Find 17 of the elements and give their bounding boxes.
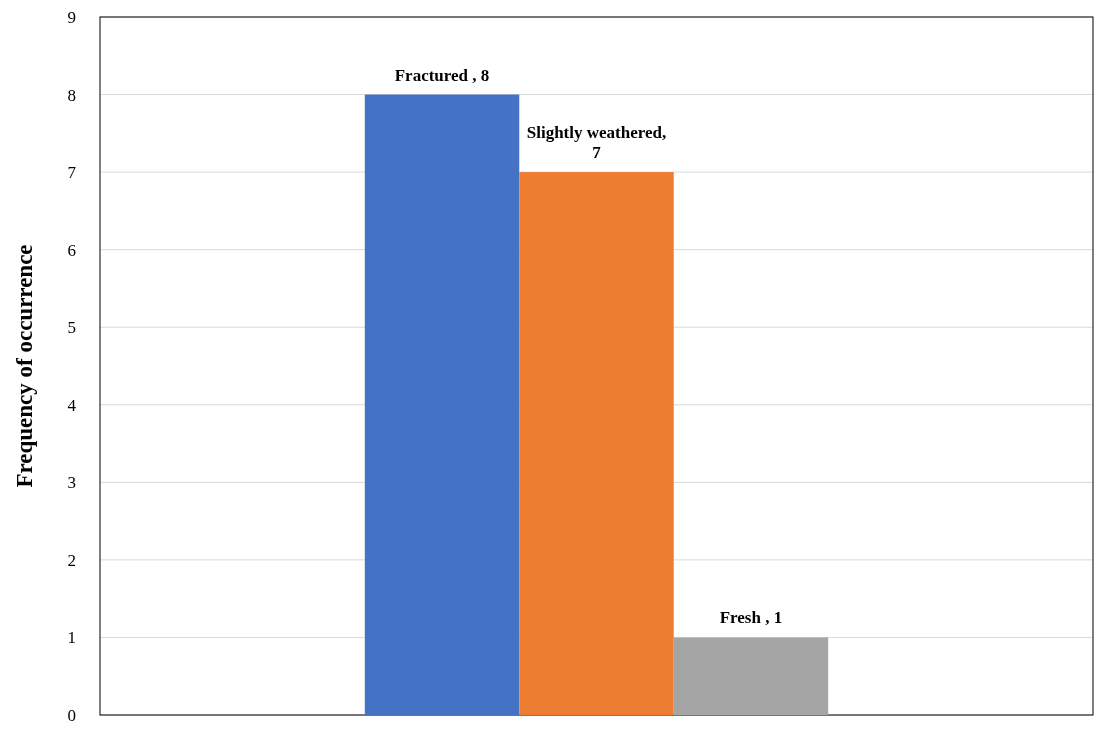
y-tick-label: 4: [67, 395, 77, 415]
data-label: Slightly weathered, 7: [526, 123, 667, 163]
y-tick-label: 8: [67, 85, 76, 105]
bar: [673, 637, 829, 715]
bar: [519, 172, 674, 715]
y-tick-label: 1: [67, 628, 76, 648]
data-label: Fractured , 8: [394, 65, 490, 85]
y-axis-title: Frequency of occurrence: [12, 244, 37, 488]
data-label: Fresh , 1: [719, 608, 783, 628]
y-tick-label: 2: [67, 550, 76, 570]
y-tick-label: 0: [67, 705, 76, 725]
y-tick-label: 9: [67, 7, 76, 27]
y-tick-label: 7: [67, 163, 77, 183]
y-tick-label: 3: [67, 473, 76, 493]
y-tick-label: 5: [67, 318, 76, 338]
bar: [364, 94, 520, 715]
y-tick-label: 6: [67, 240, 76, 260]
